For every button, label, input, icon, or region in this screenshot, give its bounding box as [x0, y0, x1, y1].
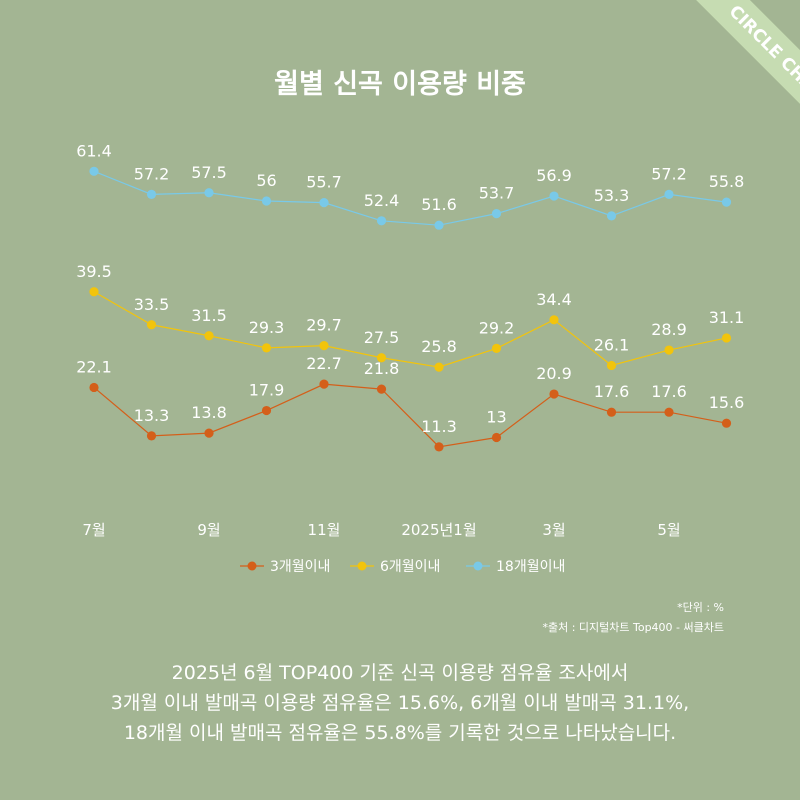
- data-point-2-11: [721, 197, 732, 207]
- legend-label-0: 3개월이내: [270, 559, 330, 575]
- legend-marker-0: [247, 561, 257, 571]
- data-point-1-3: [261, 343, 272, 353]
- data-point-0-4: [319, 379, 329, 389]
- data-label-2-7: 53.7: [479, 184, 515, 203]
- x-tick-label-2: 9월: [197, 521, 220, 539]
- chart-notes: *단위 : % *출처 : 디지털차트 Top400 - 써클차트: [542, 598, 724, 638]
- data-label-0-4: 22.7: [306, 354, 342, 373]
- data-point-0-7: [491, 432, 502, 443]
- data-label-2-1: 57.2: [134, 164, 170, 183]
- line-chart: 22.1 13.3 13.8 17.9 22.7 21.8 11.3 13 20.9 17.6 17…: [76, 141, 745, 575]
- data-label-0-1: 13.3: [134, 406, 170, 425]
- data-point-2-10: [664, 189, 674, 199]
- summary-line-2: 3개월 이내 발매곡 이용량 점유율은 15.6%, 6개월 이내 발매곡 31…: [110, 692, 690, 714]
- data-label-1-4: 29.7: [306, 316, 342, 335]
- data-point-1-8: [549, 315, 559, 325]
- x-tick-label-10: 5월: [657, 521, 680, 539]
- data-point-2-3: [261, 196, 272, 206]
- data-point-2-9: [606, 211, 617, 221]
- data-point-2-4: [319, 198, 329, 208]
- legend-marker-2: [473, 561, 483, 571]
- data-label-2-0: 61.4: [76, 141, 112, 160]
- data-point-2-1: [146, 189, 157, 199]
- data-label-1-2: 31.5: [191, 306, 227, 325]
- data-point-2-6: [434, 220, 444, 230]
- data-point-2-0: [89, 166, 99, 176]
- source-note: *출처 : 디지털차트 Top400 - 써클차트: [542, 621, 724, 634]
- data-label-0-6: 11.3: [421, 417, 457, 436]
- x-tick-label-0: 7월: [82, 521, 105, 539]
- data-label-0-8: 20.9: [536, 364, 572, 383]
- data-point-0-11: [721, 418, 732, 428]
- data-label-1-9: 26.1: [594, 335, 630, 354]
- summary-line-1: 2025년 6월 TOP400 기준 신곡 이용량 점유율 조사에서: [171, 662, 629, 684]
- data-label-1-5: 27.5: [364, 328, 400, 347]
- data-point-1-10: [664, 345, 674, 355]
- data-label-2-6: 51.6: [421, 195, 457, 214]
- data-label-0-9: 17.6: [594, 382, 630, 401]
- data-label-2-9: 53.3: [594, 186, 630, 205]
- data-point-2-5: [376, 216, 387, 226]
- summary-text: 2025년 6월 TOP400 기준 신곡 이용량 점유율 조사에서 3개월 이…: [0, 658, 800, 748]
- legend-marker-1: [357, 561, 367, 571]
- data-label-1-6: 25.8: [421, 337, 457, 356]
- data-label-1-3: 29.3: [249, 318, 285, 337]
- data-label-1-7: 29.2: [479, 318, 515, 337]
- summary-line-3: 18개월 이내 발매곡 점유율은 55.8%를 기록한 것으로 나타났습니다.: [123, 722, 677, 744]
- data-label-0-5: 21.8: [364, 359, 400, 378]
- data-point-0-2: [204, 428, 214, 438]
- x-tick-label-8: 3월: [542, 521, 565, 539]
- data-label-1-8: 34.4: [536, 290, 572, 309]
- data-point-1-6: [434, 362, 444, 372]
- data-point-1-11: [721, 333, 732, 343]
- data-label-2-3: 56: [256, 171, 276, 190]
- data-label-2-8: 56.9: [536, 166, 572, 185]
- data-point-1-0: [89, 287, 99, 297]
- data-label-0-10: 17.6: [651, 382, 687, 401]
- data-label-2-5: 52.4: [364, 191, 400, 210]
- data-point-0-0: [89, 382, 99, 393]
- unit-note: *단위 : %: [677, 601, 724, 614]
- data-point-1-2: [204, 331, 214, 341]
- data-label-2-4: 55.7: [306, 173, 342, 192]
- data-point-1-4: [319, 341, 329, 351]
- data-label-0-0: 22.1: [76, 357, 112, 376]
- data-label-1-1: 33.5: [134, 295, 170, 314]
- data-point-1-9: [606, 360, 617, 371]
- data-point-1-7: [491, 343, 502, 353]
- data-point-1-5: [376, 353, 387, 363]
- data-point-0-3: [261, 405, 272, 416]
- data-label-1-10: 28.9: [651, 320, 687, 339]
- data-label-0-7: 13: [486, 408, 506, 427]
- legend-label-2: 18개월이내: [496, 559, 565, 575]
- data-point-2-7: [491, 209, 502, 219]
- chart-title: 월별 신곡 이용량 비중: [274, 69, 526, 100]
- x-tick-label-4: 11월: [308, 521, 341, 539]
- data-point-0-6: [434, 442, 444, 452]
- data-point-0-10: [664, 407, 674, 417]
- series-line-2: [93, 170, 727, 226]
- data-label-0-11: 15.6: [709, 393, 745, 412]
- series-line-0: [93, 383, 727, 448]
- data-label-0-3: 17.9: [249, 381, 285, 400]
- data-label-2-10: 57.2: [651, 164, 687, 183]
- series-line-1: [93, 291, 727, 368]
- data-label-0-2: 13.8: [191, 403, 227, 422]
- data-label-2-2: 57.5: [191, 163, 227, 182]
- data-label-2-11: 55.8: [709, 172, 745, 191]
- data-point-0-9: [606, 407, 617, 417]
- data-point-1-1: [146, 320, 157, 330]
- data-point-0-5: [376, 384, 387, 394]
- data-point-2-2: [204, 188, 214, 198]
- legend-label-1: 6개월이내: [380, 559, 440, 575]
- data-label-1-11: 31.1: [709, 308, 745, 327]
- data-point-2-8: [549, 191, 559, 201]
- x-tick-label-6: 2025년1월: [401, 521, 476, 539]
- data-point-0-8: [549, 389, 559, 399]
- data-label-1-0: 39.5: [76, 262, 112, 281]
- data-point-0-1: [146, 431, 157, 441]
